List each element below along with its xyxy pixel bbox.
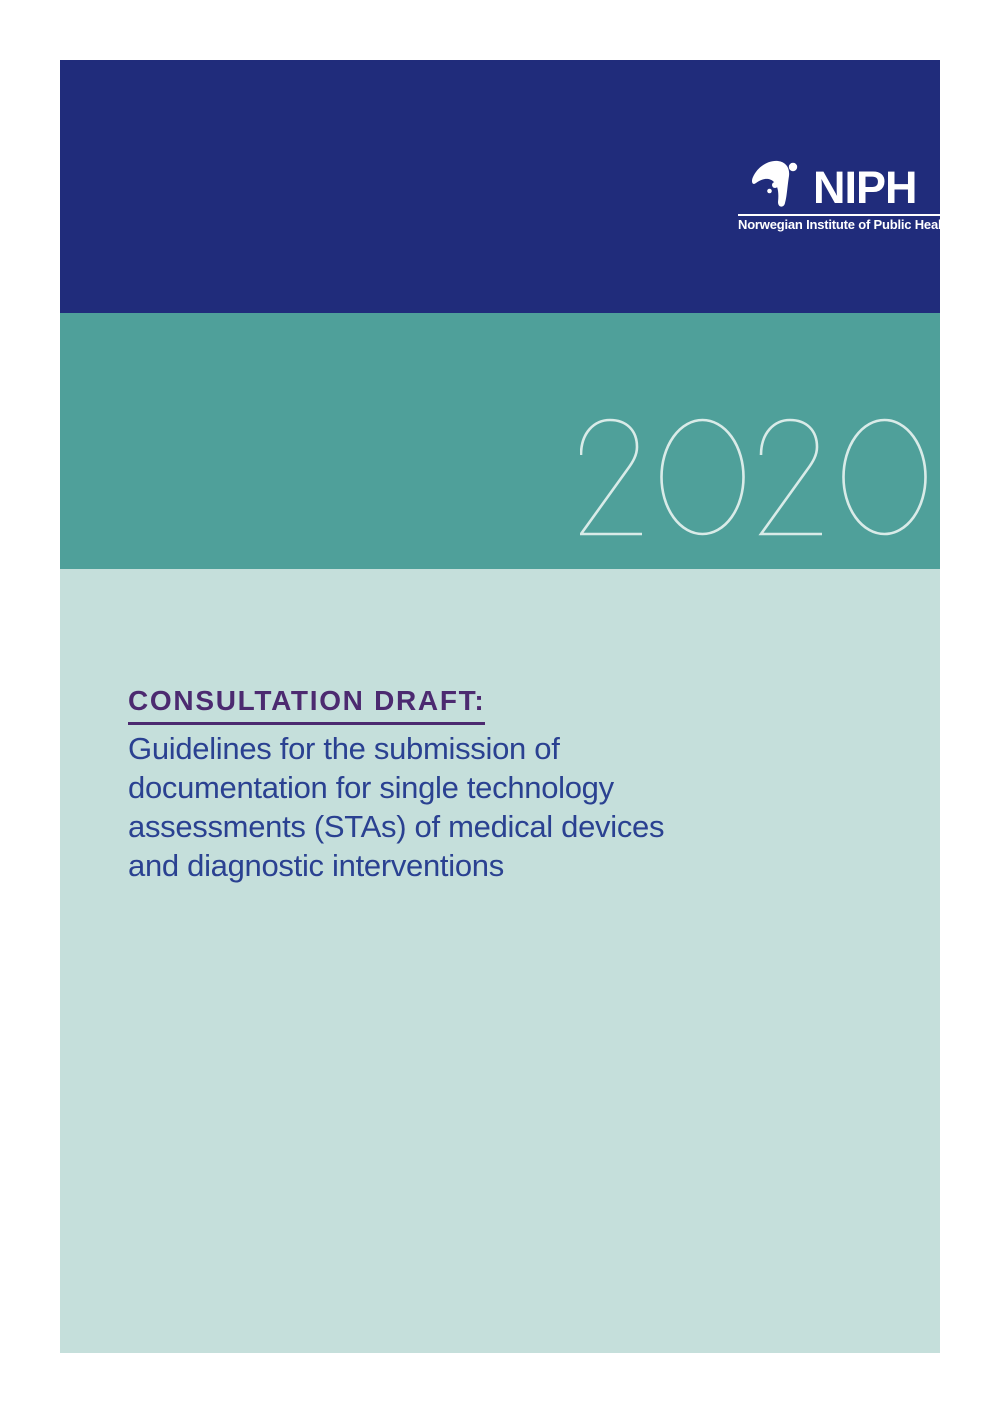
consultation-draft-heading: CONSULTATION DRAFT: bbox=[128, 686, 486, 725]
cover-subtitle: Guidelines for the submission of documen… bbox=[128, 729, 728, 885]
title-band bbox=[60, 569, 940, 1353]
niph-swoosh-icon bbox=[752, 160, 798, 207]
year-band bbox=[60, 313, 940, 569]
header-band: NIPH Norwegian Institute of Public Healt… bbox=[60, 60, 962, 313]
subtitle-line: documentation for single technology bbox=[128, 770, 614, 805]
subtitle-line: Guidelines for the submission of bbox=[128, 731, 560, 766]
niph-logo-acronym: NIPH bbox=[813, 162, 918, 213]
niph-logo: NIPH Norwegian Institute of Public Healt… bbox=[738, 155, 962, 240]
logo-divider-rule bbox=[738, 214, 962, 216]
year-2020-text bbox=[580, 418, 927, 536]
subtitle-line: and diagnostic interventions bbox=[128, 848, 504, 883]
niph-logo-tagline: Norwegian Institute of Public Health bbox=[738, 217, 954, 232]
cover-title-block: CONSULTATION DRAFT: Guidelines for the s… bbox=[128, 686, 728, 885]
subtitle-line: assessments (STAs) of medical devices bbox=[128, 809, 665, 844]
